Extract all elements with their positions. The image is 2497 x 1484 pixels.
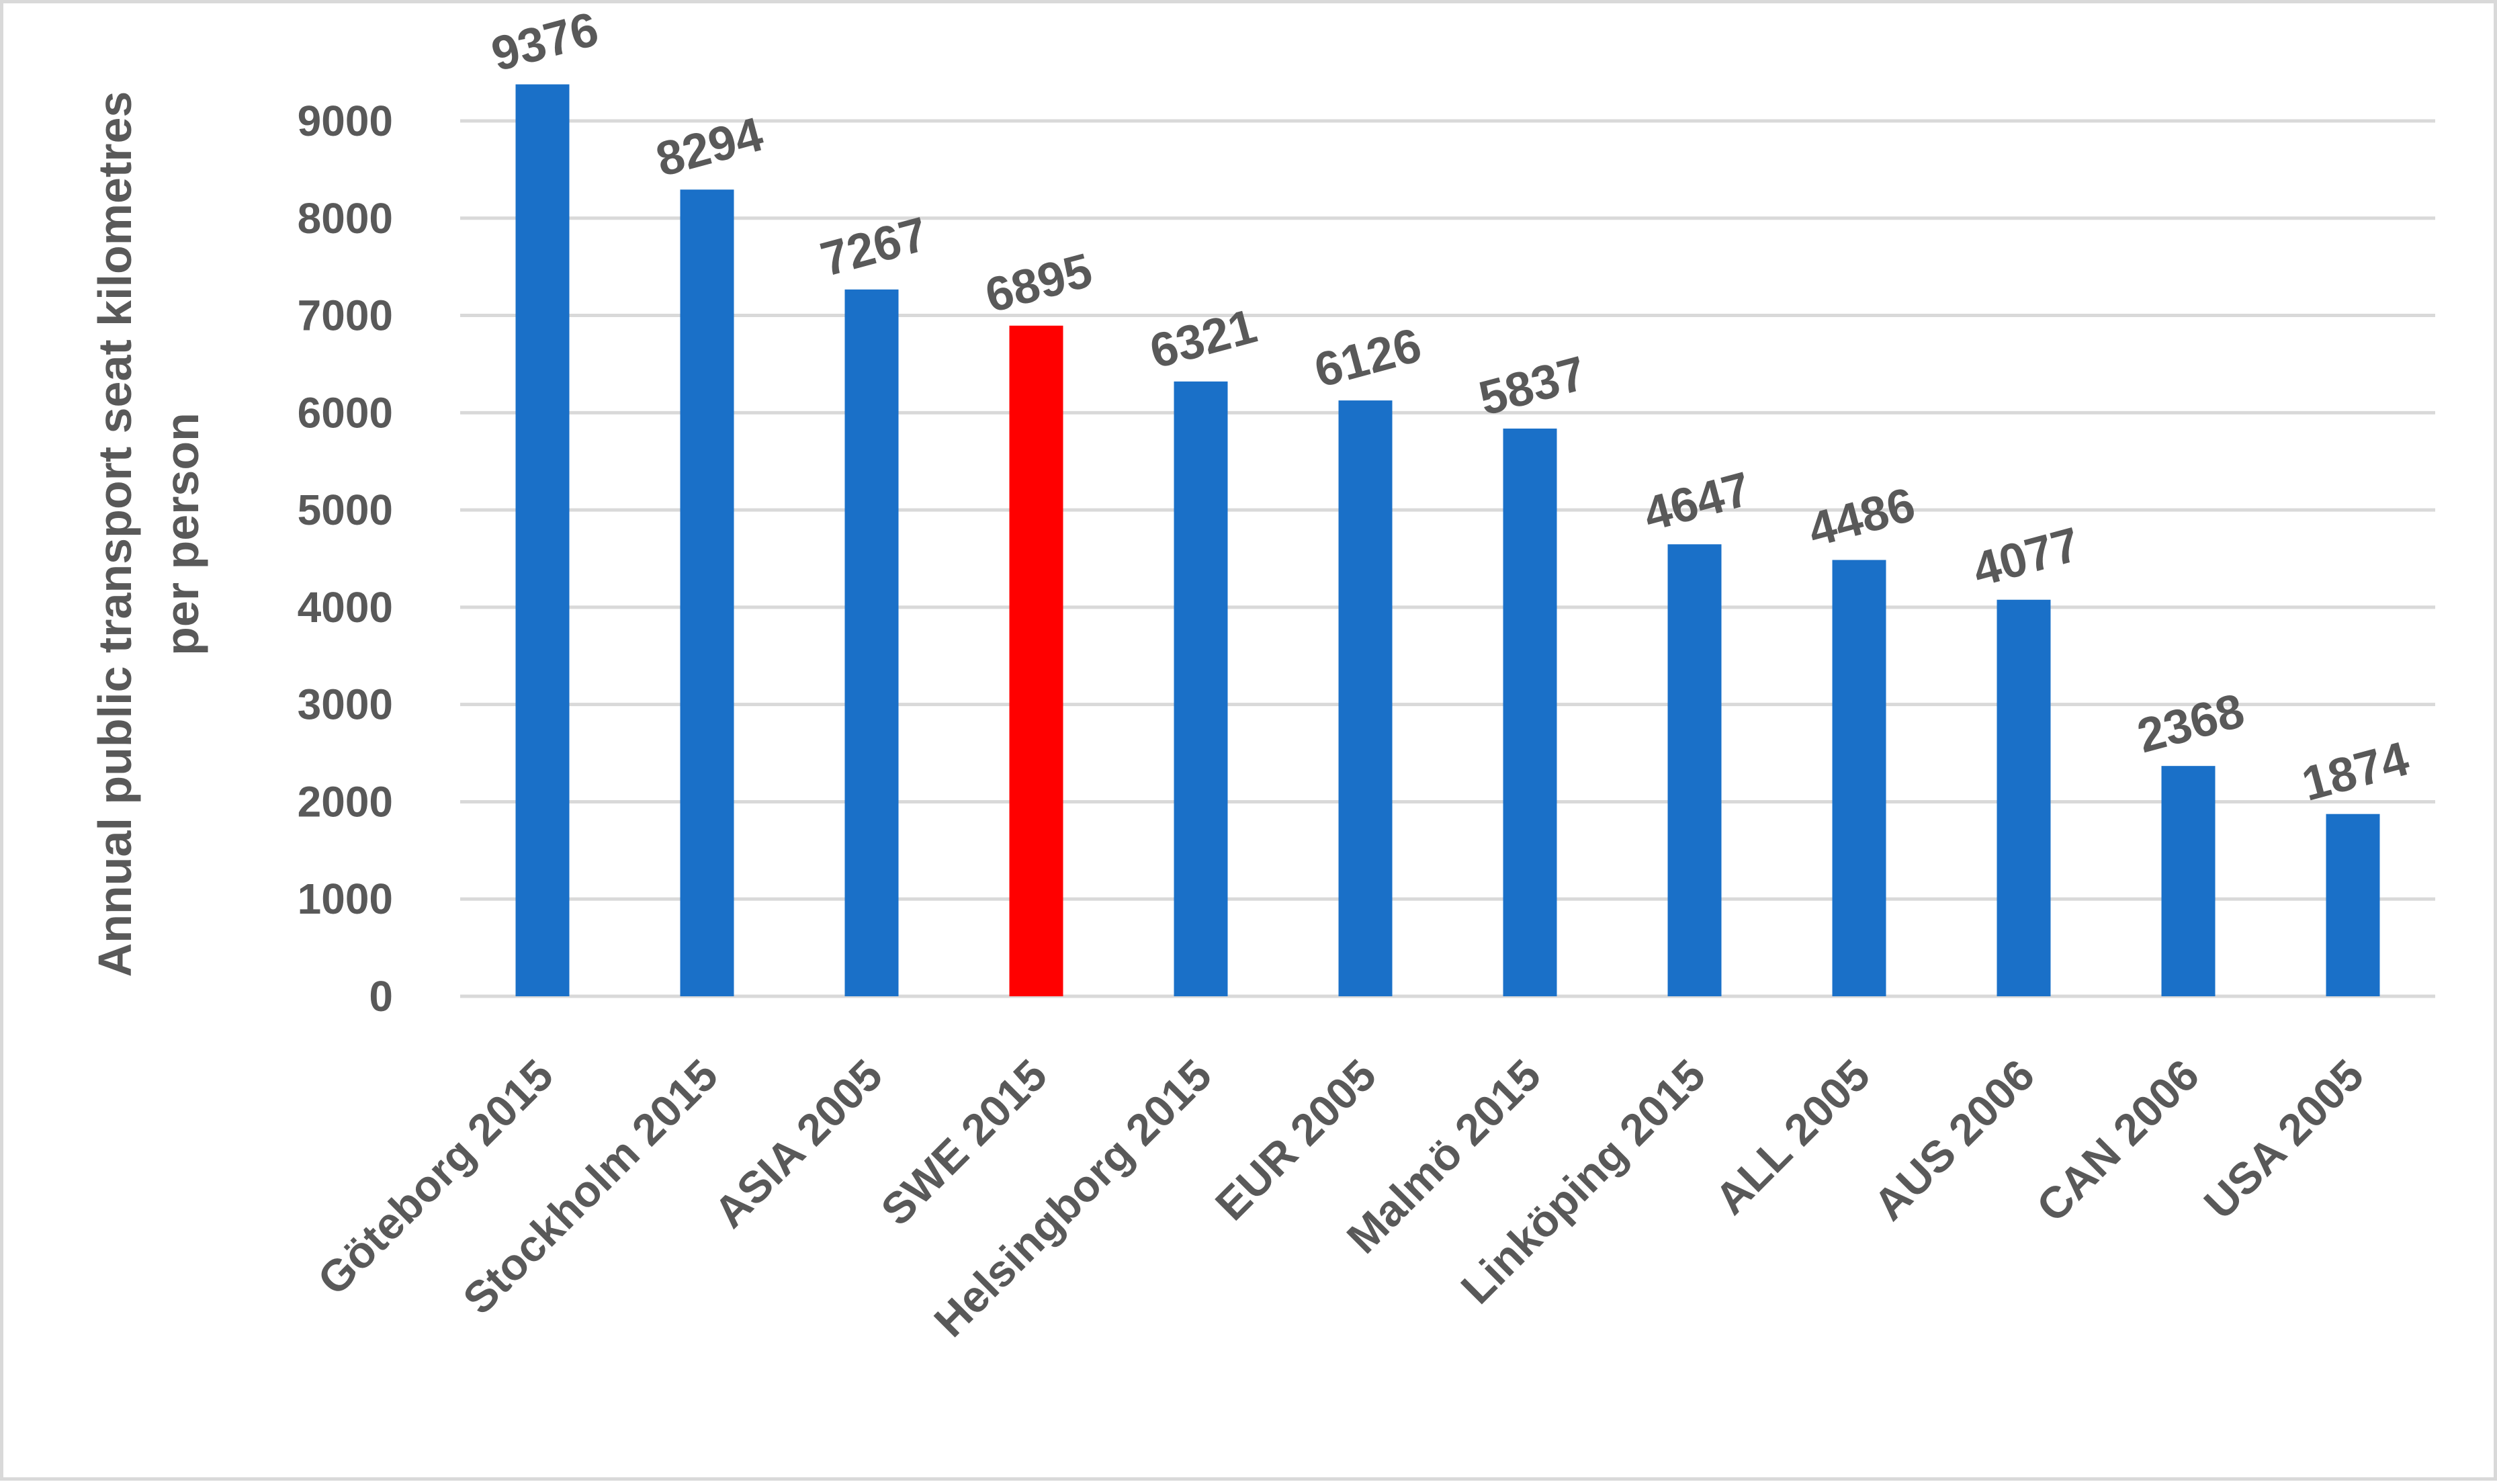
bar [844,289,899,996]
bar [1997,599,2051,996]
data-label: 4647 [1638,462,1756,542]
bar [1503,428,1557,996]
x-tick-label: AUS 2006 [1864,1050,2044,1230]
y-tick-label: 6000 [298,388,393,437]
y-axis: 0 1000 2000 3000 4000 5000 6000 7000 8000 9000 [298,97,393,1020]
bar [1009,325,1063,997]
bar [680,189,734,996]
data-label: 8294 [651,107,769,187]
y-axis-title: Annual public transport seat kilometres … [89,91,208,977]
x-tick-label: USA 2005 [2194,1050,2373,1229]
x-tick-label: EUR 2005 [1206,1050,1386,1230]
y-tick-label: 7000 [298,292,393,340]
bar [2326,814,2380,996]
x-tick-label: Helsingborg 2015 [924,1050,1221,1346]
y-tick-label: 4000 [298,583,393,631]
data-label: 9376 [486,3,604,82]
y-tick-label: 9000 [298,97,393,145]
y-tick-label: 5000 [298,486,393,534]
bar-chart: 0 1000 2000 3000 4000 5000 6000 7000 8000 9000 Gö… [89,3,2435,1346]
data-label: 4486 [1803,478,1921,558]
gridlines [460,119,2435,998]
y-tick-label: 3000 [298,681,393,729]
bar [1667,544,1722,996]
data-label: 2368 [2132,684,2250,764]
y-tick-label: 0 [369,972,393,1020]
bar [1832,560,1886,996]
data-label: 6321 [1145,299,1262,379]
y-axis-title-line-2: per person [156,412,208,656]
bar [1174,381,1228,996]
data-label: 4077 [1968,517,2085,597]
data-label: 1874 [2297,732,2414,812]
x-tick-label: ALL 2005 [1705,1050,1879,1224]
bar [2161,766,2216,996]
bar [515,84,570,996]
data-label: 6126 [1309,318,1427,398]
x-tick-label: CAN 2006 [2027,1050,2208,1231]
x-tick-label: ASIA 2005 [705,1050,892,1237]
data-label: 6895 [980,243,1098,323]
y-tick-label: 8000 [298,194,393,243]
y-axis-title-line-1: Annual public transport seat kilometres [89,91,141,977]
bars [515,84,2380,997]
bar [1338,400,1393,996]
y-tick-label: 1000 [298,875,393,923]
y-tick-label: 2000 [298,777,393,826]
